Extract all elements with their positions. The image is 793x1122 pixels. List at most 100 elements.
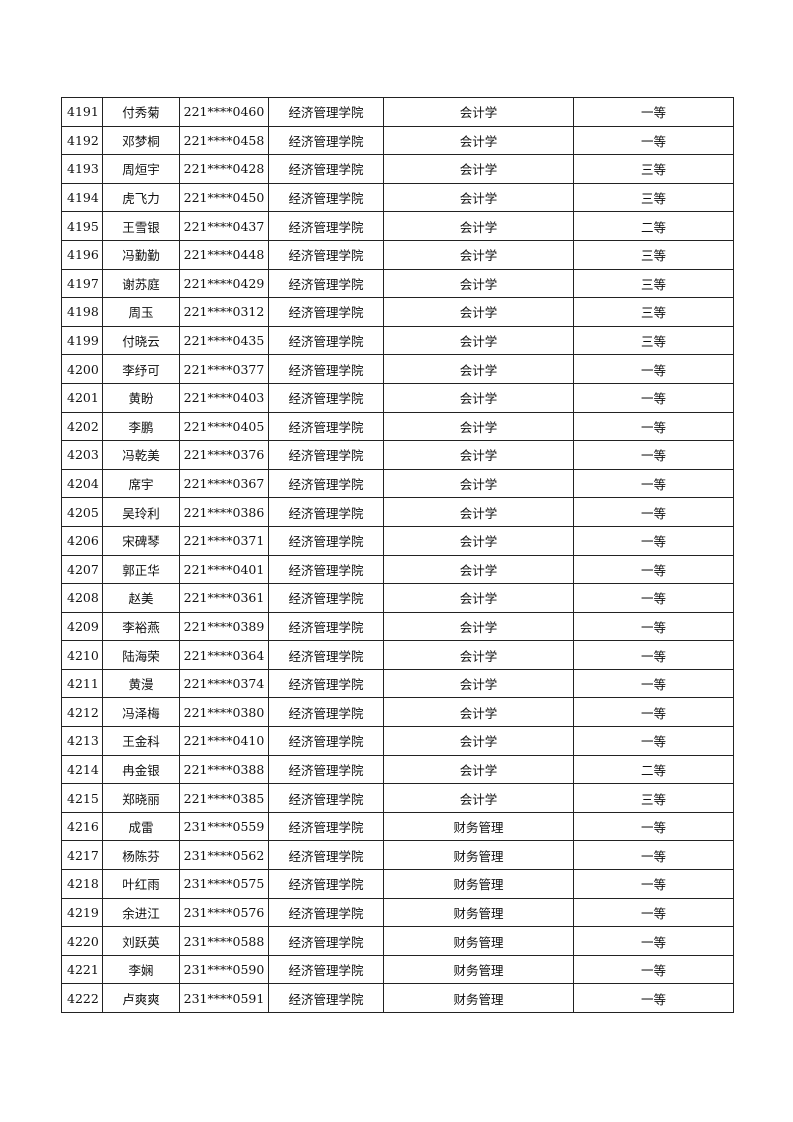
student-name: 赵美 — [102, 583, 180, 613]
table-row: 4206 宋碑琴 221****0371 经济管理学院 会计学 一等 — [61, 525, 734, 556]
table-row: 4215 郑晓丽 221****0385 经济管理学院 会计学 三等 — [61, 783, 734, 813]
table-row: 4207 郭正华 221****0401 经济管理学院 会计学 一等 — [61, 554, 734, 585]
row-number: 4220 — [61, 926, 103, 956]
award-level: 一等 — [573, 926, 734, 956]
award-level: 一等 — [573, 840, 734, 871]
row-number: 4195 — [61, 211, 103, 241]
table-row: 4203 冯乾美 221****0376 经济管理学院 会计学 一等 — [61, 440, 734, 470]
college: 经济管理学院 — [268, 897, 384, 928]
table-body: 4191 付秀菊 221****0460 经济管理学院 会计学 一等 4192 邓梦桐 221*… — [61, 97, 734, 1013]
row-number: 4197 — [61, 268, 103, 299]
major: 会计学 — [383, 754, 574, 785]
student-name: 冯乾美 — [102, 440, 180, 470]
award-level: 三等 — [573, 783, 734, 813]
major: 会计学 — [383, 268, 574, 299]
college: 经济管理学院 — [268, 783, 384, 813]
row-number: 4202 — [61, 411, 103, 442]
major: 会计学 — [383, 668, 574, 699]
student-name: 李纾可 — [102, 354, 180, 384]
student-id: 221****0437 — [179, 211, 269, 241]
student-name: 李裕燕 — [102, 611, 180, 642]
award-level: 三等 — [573, 325, 734, 356]
major: 会计学 — [383, 382, 574, 413]
major: 财务管理 — [383, 811, 574, 842]
student-id: 221****0312 — [179, 297, 269, 327]
student-id: 221****0380 — [179, 697, 269, 728]
row-number: 4217 — [61, 840, 103, 871]
college: 经济管理学院 — [268, 697, 384, 728]
student-id: 221****0388 — [179, 754, 269, 785]
major: 会计学 — [383, 640, 574, 670]
college: 经济管理学院 — [268, 668, 384, 699]
row-number: 4219 — [61, 897, 103, 928]
student-id: 221****0460 — [179, 97, 269, 127]
student-id: 231****0562 — [179, 840, 269, 871]
table-row: 4217 杨陈芬 231****0562 经济管理学院 财务管理 一等 — [61, 840, 734, 871]
row-number: 4203 — [61, 440, 103, 470]
student-id: 221****0377 — [179, 354, 269, 384]
table-row: 4208 赵美 221****0361 经济管理学院 会计学 一等 — [61, 583, 734, 613]
college: 经济管理学院 — [268, 411, 384, 442]
student-id: 221****0450 — [179, 182, 269, 213]
row-number: 4210 — [61, 640, 103, 670]
student-id: 221****0386 — [179, 497, 269, 527]
award-level: 一等 — [573, 125, 734, 156]
row-number: 4205 — [61, 497, 103, 527]
award-level: 一等 — [573, 440, 734, 470]
row-number: 4198 — [61, 297, 103, 327]
award-level: 三等 — [573, 154, 734, 184]
row-number: 4213 — [61, 726, 103, 756]
college: 经济管理学院 — [268, 325, 384, 356]
row-number: 4218 — [61, 869, 103, 899]
row-number: 4221 — [61, 954, 103, 985]
student-id: 221****0361 — [179, 583, 269, 613]
college: 经济管理学院 — [268, 125, 384, 156]
student-id: 221****0429 — [179, 268, 269, 299]
student-name: 吴玲利 — [102, 497, 180, 527]
row-number: 4206 — [61, 525, 103, 556]
student-id: 221****0401 — [179, 554, 269, 585]
major: 会计学 — [383, 182, 574, 213]
major: 会计学 — [383, 239, 574, 270]
award-level: 一等 — [573, 726, 734, 756]
college: 经济管理学院 — [268, 640, 384, 670]
major: 会计学 — [383, 783, 574, 813]
table-row: 4204 席宇 221****0367 经济管理学院 会计学 一等 — [61, 468, 734, 499]
row-number: 4211 — [61, 668, 103, 699]
student-id: 221****0448 — [179, 239, 269, 270]
table-row: 4209 李裕燕 221****0389 经济管理学院 会计学 一等 — [61, 611, 734, 642]
row-number: 4192 — [61, 125, 103, 156]
college: 经济管理学院 — [268, 954, 384, 985]
student-id: 221****0374 — [179, 668, 269, 699]
major: 会计学 — [383, 154, 574, 184]
award-level: 一等 — [573, 354, 734, 384]
table-row: 4198 周玉 221****0312 经济管理学院 会计学 三等 — [61, 297, 734, 327]
student-id: 221****0428 — [179, 154, 269, 184]
table-row: 4220 刘跃英 231****0588 经济管理学院 财务管理 一等 — [61, 926, 734, 956]
college: 经济管理学院 — [268, 182, 384, 213]
college: 经济管理学院 — [268, 239, 384, 270]
major: 财务管理 — [383, 869, 574, 899]
college: 经济管理学院 — [268, 754, 384, 785]
major: 会计学 — [383, 468, 574, 499]
row-number: 4194 — [61, 182, 103, 213]
major: 财务管理 — [383, 897, 574, 928]
student-name: 黄盼 — [102, 382, 180, 413]
award-level: 二等 — [573, 754, 734, 785]
table-row: 4222 卢爽爽 231****0591 经济管理学院 财务管理 一等 — [61, 983, 734, 1013]
row-number: 4200 — [61, 354, 103, 384]
row-number: 4199 — [61, 325, 103, 356]
award-level: 一等 — [573, 97, 734, 127]
student-name: 邓梦桐 — [102, 125, 180, 156]
student-name: 王金科 — [102, 726, 180, 756]
student-id: 221****0435 — [179, 325, 269, 356]
college: 经济管理学院 — [268, 468, 384, 499]
college: 经济管理学院 — [268, 926, 384, 956]
college: 经济管理学院 — [268, 211, 384, 241]
student-name: 付晓云 — [102, 325, 180, 356]
award-list-table: 4191 付秀菊 221****0460 经济管理学院 会计学 一等 4192 邓梦桐 221*… — [61, 97, 734, 1013]
student-name: 冯勤勤 — [102, 239, 180, 270]
table-row: 4218 叶红雨 231****0575 经济管理学院 财务管理 一等 — [61, 869, 734, 899]
major: 财务管理 — [383, 954, 574, 985]
row-number: 4204 — [61, 468, 103, 499]
